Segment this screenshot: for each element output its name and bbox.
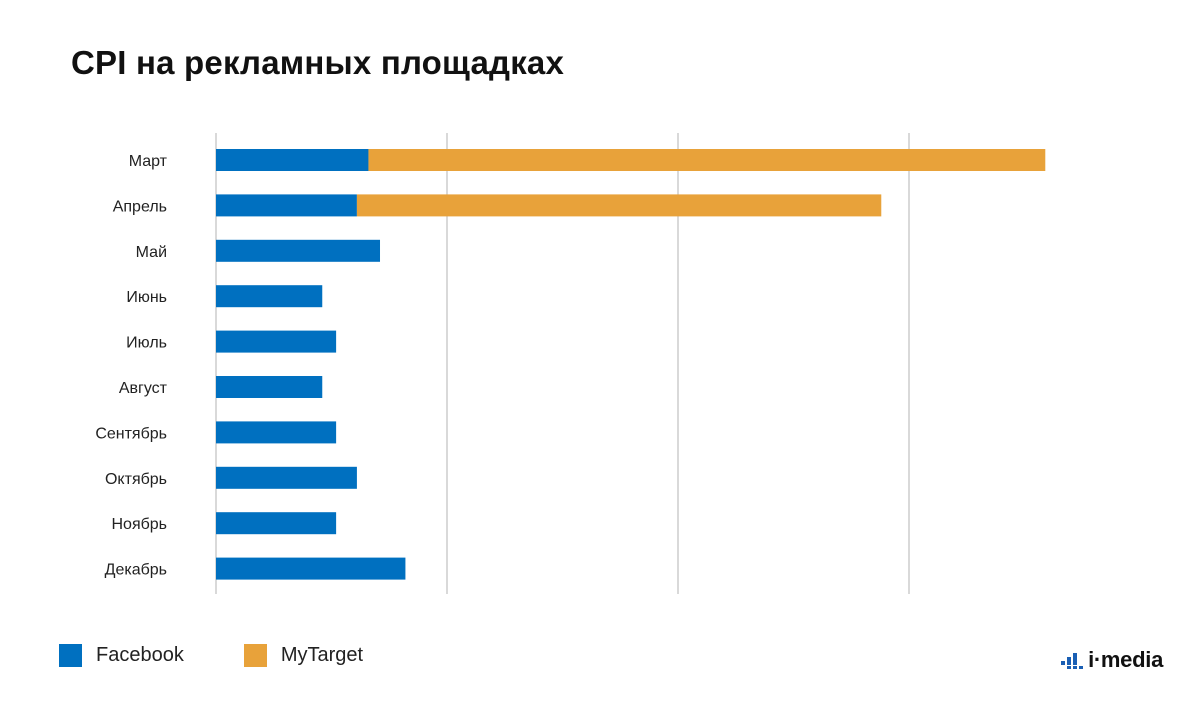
chart-title: CPI на рекламных площадках (71, 44, 565, 81)
category-label: Апрель (113, 198, 167, 215)
bar-chart-logo-icon (1061, 653, 1084, 669)
category-label: Март (129, 153, 168, 170)
bar-mytarget (356, 194, 882, 217)
category-label: Октябрь (105, 471, 167, 488)
logo-text: i·media (1088, 647, 1163, 672)
bar-facebook (216, 239, 381, 262)
legend-item-facebook: Facebook (59, 644, 184, 667)
category-label: Май (136, 244, 167, 261)
category-label: Ноябрь (111, 516, 167, 533)
legend-swatch-facebook (59, 644, 82, 667)
category-label: Август (119, 380, 168, 397)
legend-label-facebook: Facebook (96, 644, 184, 666)
bars (216, 149, 1046, 580)
category-label: Декабрь (105, 562, 167, 579)
category-labels: Март Апрель Май Июнь Июль Август Сентябрь Октяб… (95, 153, 167, 579)
category-label: Июнь (126, 289, 167, 306)
bar-facebook (216, 285, 323, 308)
legend-label-mytarget: MyTarget (280, 644, 364, 666)
bar-mytarget (368, 149, 1046, 171)
bar-facebook (216, 421, 337, 444)
legend-swatch-mytarget (243, 644, 267, 667)
legend-item-mytarget: MyTarget (243, 644, 364, 667)
legend: Facebook MyTarget (59, 644, 423, 667)
bar-facebook (216, 512, 337, 535)
bar-facebook (216, 376, 323, 398)
category-label: Июль (126, 335, 167, 352)
bar-facebook (216, 149, 369, 171)
bar-facebook (216, 557, 406, 580)
bar-facebook (216, 466, 357, 489)
bar-facebook (216, 330, 337, 353)
category-label: Сентябрь (95, 425, 167, 442)
imedia-logo: i·media (1061, 647, 1163, 672)
bar-facebook (216, 194, 357, 217)
